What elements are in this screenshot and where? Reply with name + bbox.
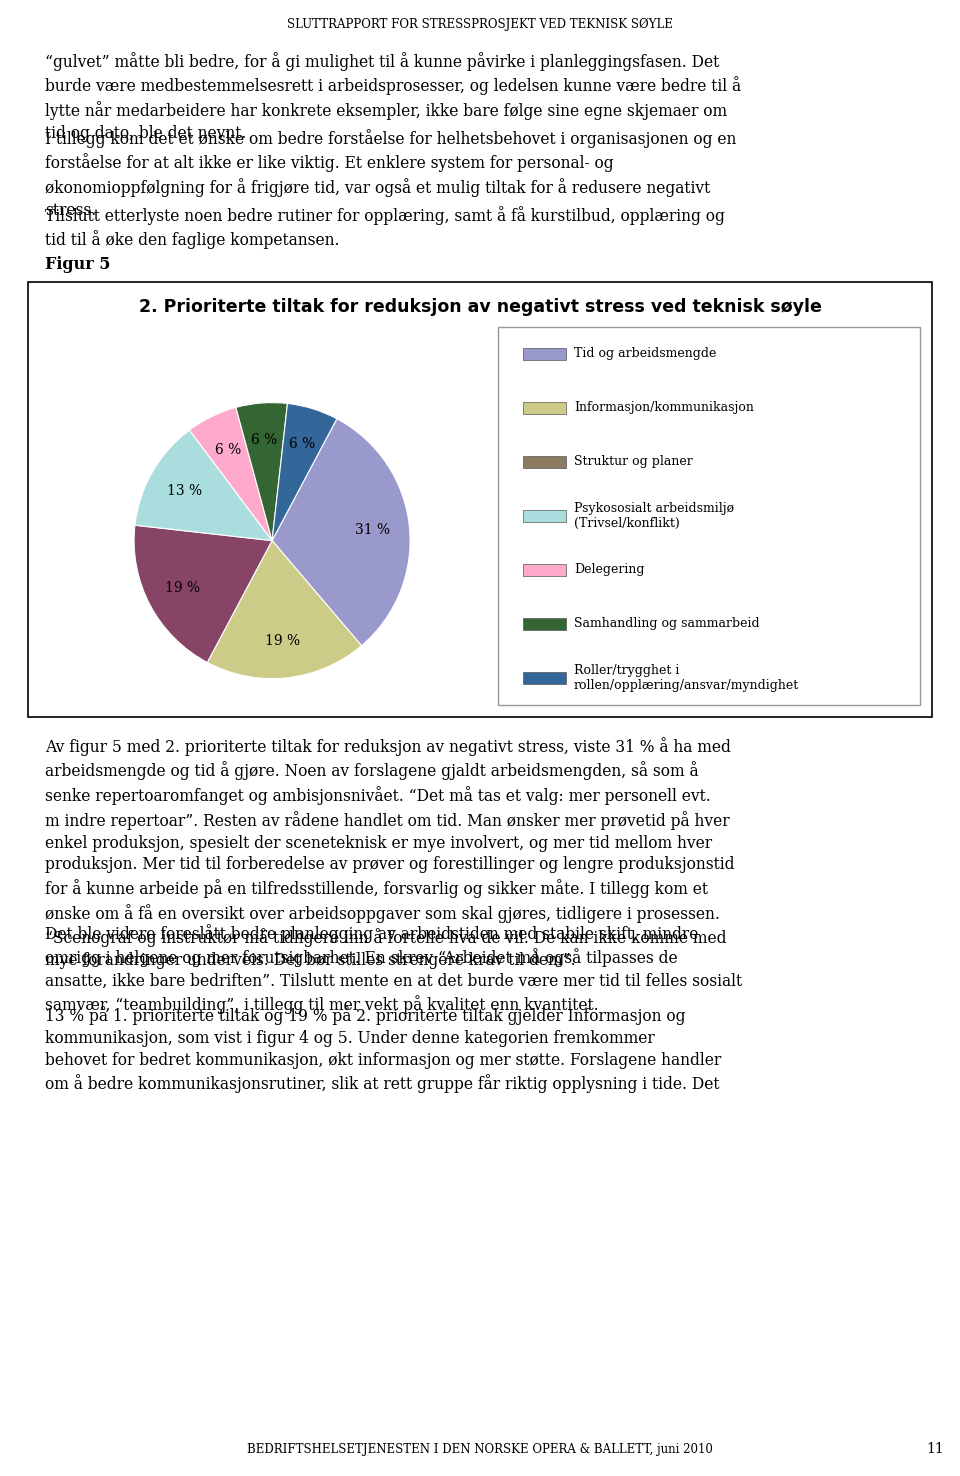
Wedge shape xyxy=(134,525,272,663)
Text: 19 %: 19 % xyxy=(165,580,201,595)
Text: “gulvet” måtte bli bedre, for å gi mulighet til å kunne påvirke i planleggingsfa: “gulvet” måtte bli bedre, for å gi mulig… xyxy=(45,52,741,142)
Text: Tilslutt etterlyste noen bedre rutiner for opplæring, samt å få kurstilbud, oppl: Tilslutt etterlyste noen bedre rutiner f… xyxy=(45,207,725,249)
Bar xyxy=(523,456,565,468)
Text: Tid og arbeidsmengde: Tid og arbeidsmengde xyxy=(574,347,716,360)
Text: Det ble videre foreslått bedre planlegging av arbeidstiden med stabile skift, mi: Det ble videre foreslått bedre planleggi… xyxy=(45,924,742,1014)
Text: 6 %: 6 % xyxy=(289,437,315,452)
Text: Roller/trygghet i
rollen/opplæring/ansvar/myndighet: Roller/trygghet i rollen/opplæring/ansva… xyxy=(574,664,800,692)
Text: Samhandling og sammarbeid: Samhandling og sammarbeid xyxy=(574,617,759,630)
Wedge shape xyxy=(272,403,337,540)
Text: Av figur 5 med 2. prioriterte tiltak for reduksjon av negativt stress, viste 31 : Av figur 5 med 2. prioriterte tiltak for… xyxy=(45,737,734,970)
Text: SLUTTRAPPORT FOR STRESSPROSJEKT VED TEKNISK SØYLE: SLUTTRAPPORT FOR STRESSPROSJEKT VED TEKN… xyxy=(287,18,673,31)
Bar xyxy=(523,348,565,360)
Text: Figur 5: Figur 5 xyxy=(45,255,110,273)
Text: 13 %: 13 % xyxy=(167,484,203,497)
Wedge shape xyxy=(236,403,287,540)
Wedge shape xyxy=(207,540,362,679)
Text: Struktur og planer: Struktur og planer xyxy=(574,456,693,468)
Wedge shape xyxy=(272,419,410,645)
Text: 11: 11 xyxy=(926,1442,944,1455)
Text: Informasjon/kommunikasjon: Informasjon/kommunikasjon xyxy=(574,401,754,415)
Text: Psykososialt arbeidsmiljø
(Trivsel/konflikt): Psykososialt arbeidsmiljø (Trivsel/konfl… xyxy=(574,502,734,530)
Text: I tillegg kom det et ønske om bedre forståelse for helhetsbehovet i organisasjon: I tillegg kom det et ønske om bedre fors… xyxy=(45,128,736,218)
Wedge shape xyxy=(135,430,272,540)
Bar xyxy=(523,401,565,415)
Bar xyxy=(523,618,565,630)
Wedge shape xyxy=(189,407,272,540)
Bar xyxy=(523,509,565,523)
Text: Delegering: Delegering xyxy=(574,564,644,577)
Bar xyxy=(523,564,565,576)
Text: 31 %: 31 % xyxy=(354,523,390,537)
Text: BEDRIFTSHELSETJENESTEN I DEN NORSKE OPERA & BALLETT, juni 2010: BEDRIFTSHELSETJENESTEN I DEN NORSKE OPER… xyxy=(247,1444,713,1455)
Bar xyxy=(28,282,932,717)
Text: 6 %: 6 % xyxy=(252,432,277,447)
Text: 2. Prioriterte tiltak for reduksjon av negativt stress ved teknisk søyle: 2. Prioriterte tiltak for reduksjon av n… xyxy=(138,298,822,316)
Text: 13 % på 1. prioriterte tiltak og 19 % på 2. prioriterte tiltak gjelder Informasj: 13 % på 1. prioriterte tiltak og 19 % på… xyxy=(45,1007,721,1094)
Text: 19 %: 19 % xyxy=(265,633,300,648)
Text: 6 %: 6 % xyxy=(215,443,241,458)
Bar xyxy=(523,672,565,683)
